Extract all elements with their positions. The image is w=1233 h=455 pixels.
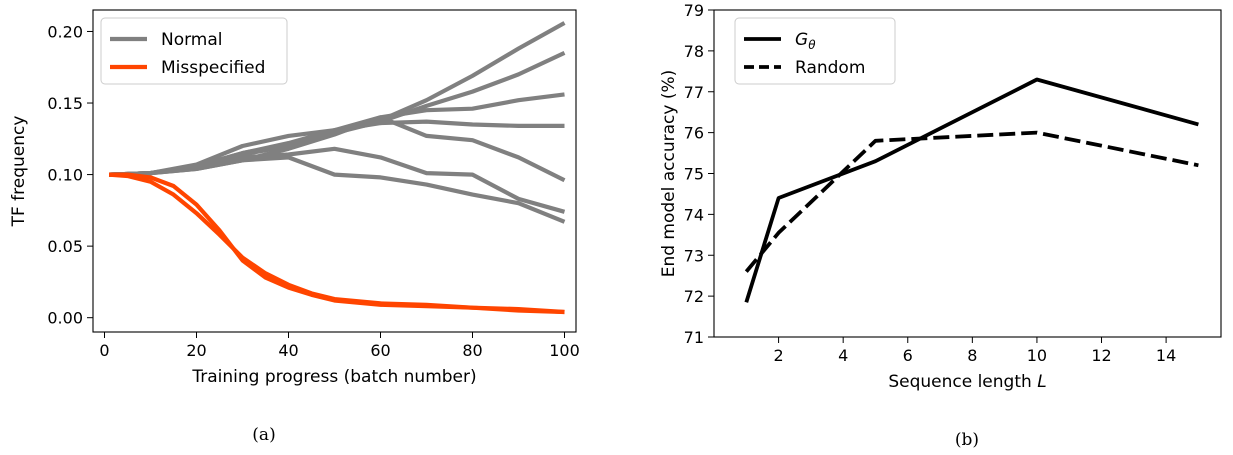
legend-box xyxy=(100,17,288,85)
x-tick-label: 20 xyxy=(186,341,206,360)
y-tick-label: 0.20 xyxy=(47,22,83,41)
x-tick-label: 40 xyxy=(278,341,298,360)
y-tick-label: 75 xyxy=(684,165,704,184)
y-tick-label: 71 xyxy=(684,328,704,347)
x-tick-label: 14 xyxy=(1156,346,1176,365)
y-tick-label: 0.10 xyxy=(47,166,83,185)
x-tick-label: 6 xyxy=(903,346,913,365)
y-axis-label: TF frequency xyxy=(9,116,29,228)
legend-label-subscript: θ xyxy=(808,38,816,52)
panel-caption: (b) xyxy=(955,430,979,450)
x-axis-label: Training progress (batch number) xyxy=(191,367,476,387)
y-tick-label: 0.05 xyxy=(47,237,83,256)
y-axis-label: End model accuracy (%) xyxy=(659,70,679,278)
y-tick-label: 76 xyxy=(684,124,704,143)
legend-label-1: Misspecified xyxy=(161,58,265,78)
series-line-0 xyxy=(744,77,1199,303)
legend-label-0: Normal xyxy=(161,30,223,50)
x-tick-label: 80 xyxy=(462,341,482,360)
x-tick-label: 12 xyxy=(1091,346,1111,365)
series-line-8 xyxy=(109,172,565,315)
panel-a-chart: 0 20 40 60 80 100 0.00 0.05 0.10 0.15 0.20 Training… xyxy=(9,9,580,445)
legend-label-text: Normal xyxy=(161,30,223,50)
series-line-6 xyxy=(109,155,566,224)
y-tick-label: 0.00 xyxy=(47,309,83,328)
series-line-5 xyxy=(109,146,566,214)
panel-caption: (a) xyxy=(252,425,275,445)
legend-label-text: Random xyxy=(795,58,865,78)
legend-label-1: Random xyxy=(795,58,865,78)
legend-label-0: Gθ xyxy=(795,30,816,52)
x-tick-label: 0 xyxy=(99,341,109,360)
y-tick-label: 72 xyxy=(684,287,704,306)
x-axis-label-symbol: L xyxy=(1037,372,1046,392)
y-tick-label: 73 xyxy=(684,246,704,265)
y-tick-label: 74 xyxy=(684,205,704,224)
y-tick-label: 78 xyxy=(684,42,704,61)
x-tick-label: 60 xyxy=(370,341,390,360)
series-line-7 xyxy=(108,172,565,315)
legend-label-text: Misspecified xyxy=(161,58,265,78)
legend-label-text: G xyxy=(795,30,808,50)
x-tick-label: 100 xyxy=(549,341,580,360)
series-line-1 xyxy=(744,130,1199,273)
x-tick-label: 10 xyxy=(1027,346,1047,365)
axes-frame xyxy=(92,9,577,333)
y-tick-label: 0.15 xyxy=(47,94,83,113)
x-axis-label: Sequence length L xyxy=(888,372,1046,392)
y-tick-label: 79 xyxy=(684,1,704,20)
x-tick-label: 4 xyxy=(838,346,848,365)
x-tick-label: 2 xyxy=(773,346,783,365)
x-axis-label-text: Sequence length xyxy=(888,372,1037,392)
x-tick-label: 8 xyxy=(967,346,977,365)
panel-b-chart: 2 4 6 8 10 12 14 71 72 73 74 75 76 77 78 79 Sequence len… xyxy=(659,1,1222,450)
y-tick-label: 77 xyxy=(684,83,704,102)
